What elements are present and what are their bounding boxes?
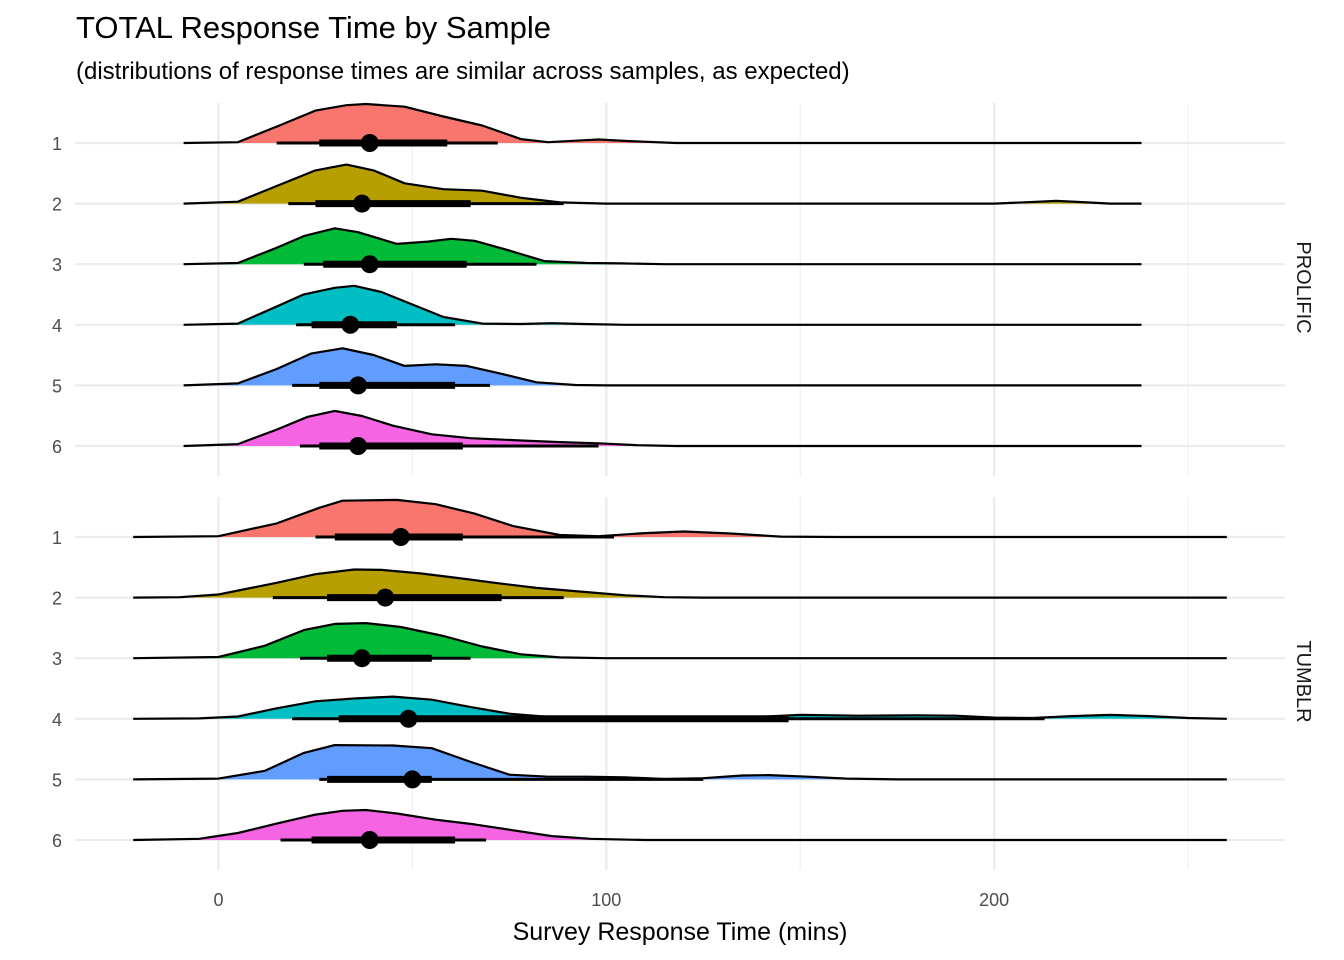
y-tick-label: 2 xyxy=(52,195,62,215)
density-line-prolific-5 xyxy=(183,347,1142,387)
chart-title: TOTAL Response Time by Sample xyxy=(76,10,551,45)
density-fill-prolific-3 xyxy=(183,228,1142,265)
x-axis-title: Survey Response Time (mins) xyxy=(513,918,848,946)
density-fill-tumblr-6 xyxy=(133,810,1227,840)
y-tick-label: 1 xyxy=(52,528,62,548)
y-tick-label: 5 xyxy=(52,376,62,396)
density-fill-prolific-5 xyxy=(183,348,1142,386)
median-point-prolific-4 xyxy=(341,315,360,334)
x-tick-label: 200 xyxy=(979,890,1009,910)
median-point-prolific-2 xyxy=(352,194,371,213)
y-tick-label: 5 xyxy=(52,770,62,790)
density-fill-prolific-2 xyxy=(183,164,1142,204)
y-tick-label: 3 xyxy=(52,649,62,669)
density-fill-tumblr-1 xyxy=(133,499,1227,537)
y-tick-label: 2 xyxy=(52,589,62,609)
ridge-layer xyxy=(133,102,1227,849)
density-fill-prolific-4 xyxy=(183,285,1142,325)
median-point-tumblr-2 xyxy=(376,588,395,607)
density-line-prolific-2 xyxy=(183,163,1142,205)
y-tick-label: 6 xyxy=(52,437,62,457)
density-line-tumblr-1 xyxy=(133,498,1227,539)
median-point-prolific-6 xyxy=(349,437,368,455)
density-line-tumblr-2 xyxy=(133,568,1227,599)
density-fill-prolific-6 xyxy=(183,410,1142,446)
density-line-prolific-6 xyxy=(183,409,1142,448)
median-point-prolific-3 xyxy=(360,255,379,274)
density-line-tumblr-6 xyxy=(133,808,1227,842)
y-tick-label: 3 xyxy=(52,255,62,275)
density-fill-tumblr-3 xyxy=(133,623,1227,659)
median-point-prolific-1 xyxy=(360,134,379,152)
density-fill-tumblr-2 xyxy=(133,569,1227,598)
y-tick-label: 4 xyxy=(52,316,62,336)
facet-label-prolific: PROLIFIC xyxy=(1292,241,1314,333)
median-point-prolific-5 xyxy=(349,376,368,395)
density-line-tumblr-3 xyxy=(133,622,1227,660)
density-line-prolific-4 xyxy=(183,284,1142,326)
median-point-tumblr-4 xyxy=(399,709,418,728)
density-line-prolific-1 xyxy=(183,102,1142,145)
grid-layer xyxy=(75,103,1285,870)
density-fill-tumblr-5 xyxy=(133,745,1227,780)
density-line-tumblr-5 xyxy=(133,744,1227,781)
density-line-prolific-3 xyxy=(183,227,1142,266)
x-tick-label: 0 xyxy=(213,890,223,910)
y-tick-label: 4 xyxy=(52,710,62,730)
y-tick-label: 6 xyxy=(52,831,62,851)
density-fill-prolific-1 xyxy=(183,104,1142,143)
y-tick-label: 1 xyxy=(52,134,62,154)
median-point-tumblr-1 xyxy=(391,528,410,546)
median-point-tumblr-6 xyxy=(360,831,379,849)
label-layer: 1 2 3 4 5 6 PROLIFIC 1 2 3 4 5 6 TUMBLR 0 100 200 Survey … xyxy=(52,134,1314,946)
chart-subtitle: (distributions of response times are sim… xyxy=(76,58,850,85)
median-point-tumblr-3 xyxy=(352,649,371,668)
x-tick-label: 100 xyxy=(591,890,621,910)
facet-label-tumblr: TUMBLR xyxy=(1292,640,1314,722)
median-point-tumblr-5 xyxy=(403,770,422,789)
